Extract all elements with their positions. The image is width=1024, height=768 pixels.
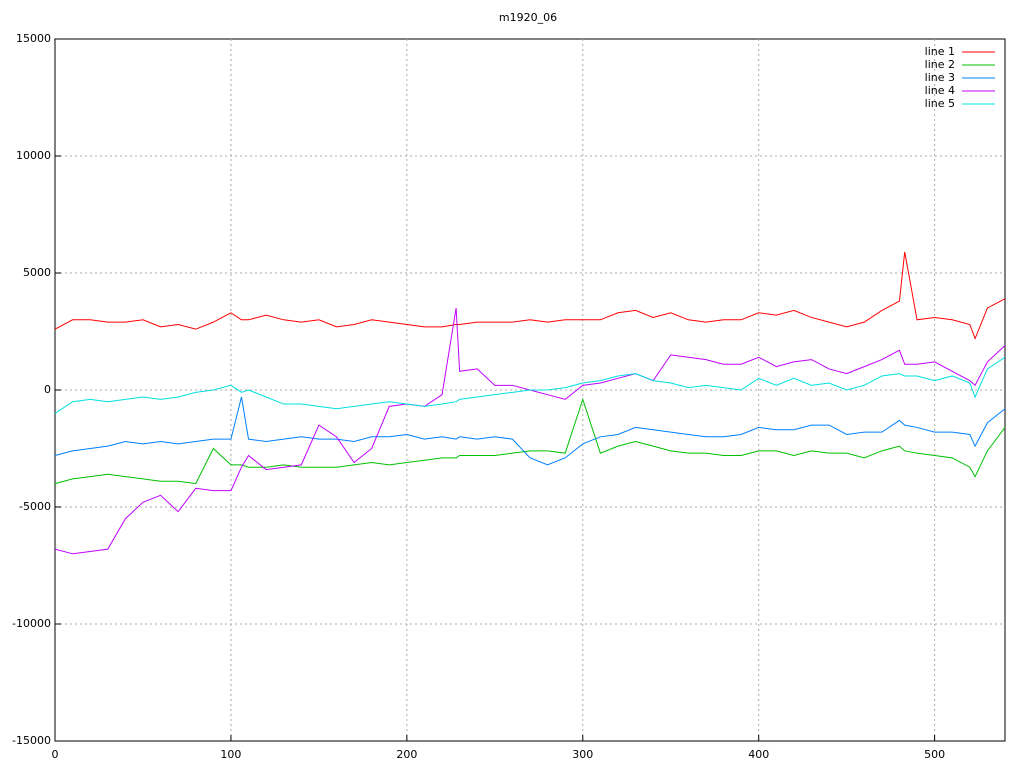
x-tick-label: 500: [924, 748, 945, 761]
legend-label: line 5: [925, 97, 955, 110]
y-tick-label: 10000: [16, 149, 51, 162]
legend-label: line 4: [925, 84, 955, 97]
series-line: [54, 356, 1006, 414]
legend-label: line 1: [925, 45, 955, 58]
y-tick-label: -15000: [12, 734, 51, 747]
series-line: [54, 308, 1006, 555]
series-line: [54, 251, 1006, 340]
chart-title: m1920_06: [499, 11, 557, 24]
x-tick-label: 300: [572, 748, 593, 761]
x-tick-label: 100: [220, 748, 241, 761]
legend-label: line 2: [925, 58, 955, 71]
x-tick-label: 0: [52, 748, 59, 761]
legend-label: line 3: [925, 71, 955, 84]
y-tick-label: -10000: [12, 617, 51, 630]
x-tick-label: 200: [396, 748, 417, 761]
y-tick-label: -5000: [19, 500, 51, 513]
series-line: [54, 397, 1006, 485]
y-tick-label: 15000: [16, 32, 51, 45]
y-tick-label: 5000: [23, 266, 51, 279]
series-line: [54, 396, 1006, 466]
y-tick-label: 0: [44, 383, 51, 396]
x-tick-label: 400: [748, 748, 769, 761]
